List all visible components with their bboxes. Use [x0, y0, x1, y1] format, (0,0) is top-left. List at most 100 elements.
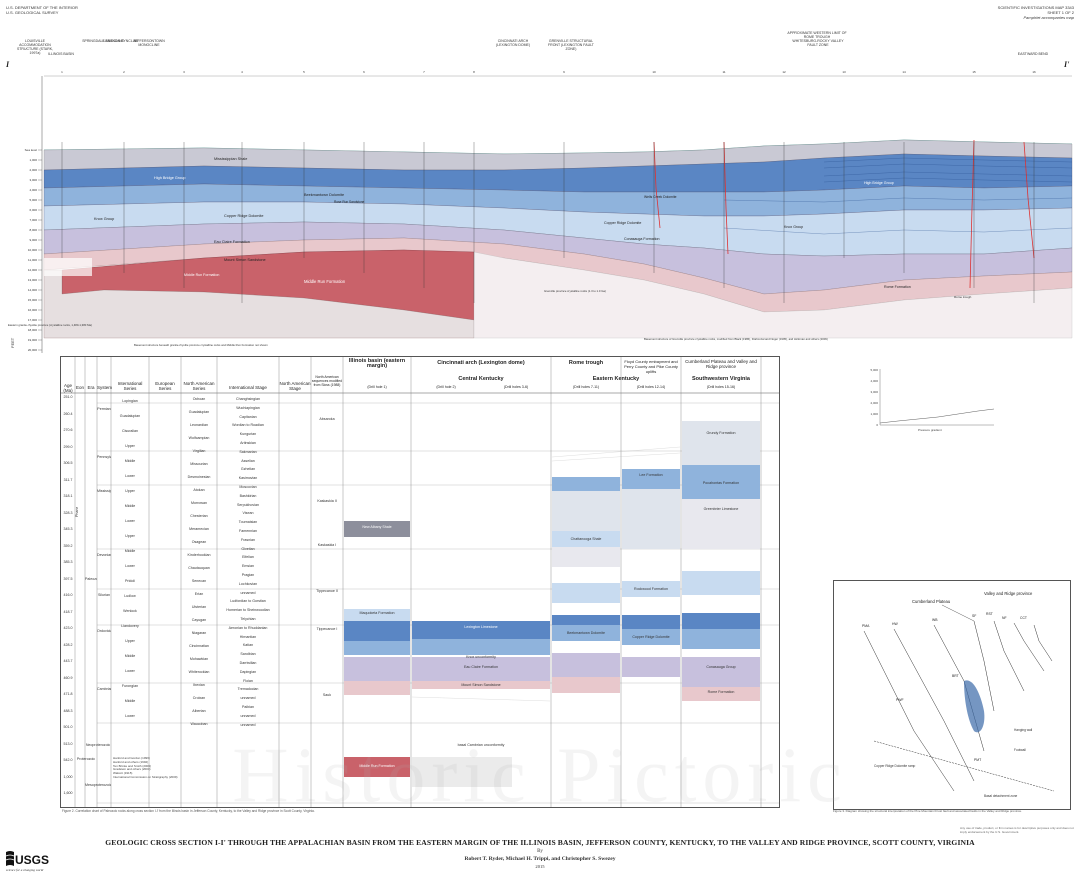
chart-footnotes: Hanford and Gordon (1996) Hanford and ot…	[113, 756, 213, 780]
eastward-bend-label: EASTWARD BEND	[1017, 52, 1049, 56]
age-value: 488.3	[63, 708, 73, 713]
strat-blocks	[344, 421, 760, 787]
age-value: 397.5	[63, 576, 73, 581]
inset-fault-label: NF	[1002, 616, 1007, 620]
note-rome-trough: Rome trough	[954, 295, 972, 299]
inset-fault-label: RST	[986, 612, 993, 616]
dh-cincinnati-b: (Drill holes 3-6)	[503, 385, 529, 389]
dh-cincinnati-a: (Drill hole 2)	[436, 385, 456, 389]
unit-chattanooga: Chattanooga Shale	[570, 537, 602, 541]
unit-maquoketa: Maquoketa Formation	[359, 611, 395, 615]
intl-stage-name: Emsian	[242, 564, 254, 569]
system-name: Pennsylvanian	[97, 455, 111, 459]
intl-stage-name: Wuchiapingian	[236, 405, 260, 410]
na-series-name: Meramecian	[189, 527, 209, 531]
col-european: European Series	[155, 381, 175, 391]
label-middle-run-left: Middle Run Formation	[184, 273, 219, 277]
intl-stage-name: Pragian	[241, 573, 255, 577]
depth-tick-label: 2,000	[29, 168, 37, 172]
footnote-3: Ten Brinke and Smith (2006)	[113, 763, 152, 768]
na-series-name: Waucoban	[190, 722, 208, 726]
mini-tick-label: 4,000	[870, 379, 878, 383]
well-label: 13	[842, 70, 846, 74]
intl-stage-name: Paibian	[242, 705, 254, 709]
age-value: 423.0	[63, 626, 73, 630]
na-series-name: Virgilian	[192, 449, 206, 453]
intl-stage-name: Wordian to Roadian	[232, 423, 264, 428]
correlation-chart: Age (Ma) Eon Era System International Se…	[60, 356, 780, 808]
na-series-name: Osagean	[191, 540, 207, 544]
region-cumberland: Cumberland Plateau and Valley and Ridge …	[685, 359, 757, 369]
label-copper-ridge: Copper Ridge Dolomite	[224, 214, 263, 218]
sheet-label: SHEET 1 OF 2	[1047, 10, 1074, 15]
footnote-6: International Commission on Stratigraphy…	[113, 774, 178, 779]
inset-fault-label: SF	[972, 614, 976, 618]
age-value: 1,000	[63, 774, 73, 779]
whitesburg-fault-label: WHITESBURG-ROCKY VALLEY FAULT ZONE	[792, 39, 844, 47]
unit-pocahontas: Pocahontas Formation	[702, 481, 740, 485]
col-na-stage: North American Stage	[279, 381, 311, 391]
age-value: 260.4	[63, 411, 73, 416]
inset-fault-label: BRT	[952, 674, 959, 678]
intl-stage-name: Telychian	[240, 617, 256, 621]
intl-series-name: Llandovery	[121, 624, 139, 628]
intl-stage-name: Famennian	[239, 529, 257, 533]
intl-stage-name: unnamed	[240, 590, 256, 595]
authors: Robert T. Ryder, Michael H. Trippi, and …	[464, 856, 616, 862]
correlation-chart-grid	[61, 357, 779, 807]
intl-stage-name: Floian	[243, 678, 253, 683]
age-value: 318.1	[63, 494, 73, 498]
intl-stage-name: Visean	[242, 511, 254, 516]
na-series-name: Cayugan	[191, 618, 207, 622]
figure-caption: Figure 2. Correlation chart of Paleozoic…	[62, 809, 315, 813]
depth-axis-unit: FEET	[10, 337, 15, 348]
intl-stage-name: Lochkovian	[238, 581, 258, 586]
geologic-cross-section: Sea level 1,000 2,000 3,000 4,000 5,000 6,000 7…	[8, 70, 1073, 353]
label-conasauga: Conasauga Formation	[624, 237, 660, 241]
sub-eastern-ky: Eastern Kentucky	[592, 376, 640, 382]
rome-trough-limit-label: APPROXIMATE WESTERN LIMIT OF ROME TROUGH	[787, 31, 847, 39]
na-series-name: Senecan	[191, 579, 207, 583]
intl-stage-name: Bashkirian	[239, 493, 257, 498]
louisville-label: LOUISVILLE ACCOMMODATION STRUCTURE (STAR…	[16, 39, 54, 55]
sequence-name: Absaroka	[319, 417, 335, 421]
depth-tick-label: 9,000	[29, 238, 37, 242]
publication-year: 2015	[535, 864, 545, 869]
na-series-name: Ibexian	[193, 683, 205, 687]
col-era: Era	[87, 385, 95, 390]
depth-tick-label: 3,000	[29, 178, 37, 182]
intl-series-name: Lower	[125, 564, 135, 568]
age-value: 251.0	[63, 395, 73, 399]
system-name: Cambrian	[97, 687, 111, 691]
system-name: Silurian	[98, 593, 110, 597]
na-series-name: Missourian	[190, 462, 208, 466]
note-basement-mid: Basement structure beneath granite-rhyol…	[134, 343, 268, 347]
intl-stage-name: Aeronian to Rhuddanian	[228, 625, 268, 630]
intl-stage-name: unnamed	[240, 722, 256, 727]
na-series-name: Albertan	[192, 709, 206, 713]
intl-stage-name: Tremadocian	[237, 687, 259, 692]
age-value: 460.9	[63, 675, 73, 680]
na-series-name: Desmoinesian	[187, 475, 211, 479]
usgs-wordmark: USGS	[15, 853, 49, 867]
na-series-name: Ulsterian	[191, 605, 207, 609]
label-knox: Knox Group	[94, 217, 114, 221]
inset-fault-label: PMA	[862, 624, 870, 628]
inset-caption: Figure 3. Diagram showing the structural…	[833, 809, 1023, 813]
depth-tick-label: 5,000	[29, 198, 37, 202]
intl-stage-name: Eifelian	[242, 555, 254, 560]
inset-hanging: Hanging wall	[1014, 728, 1033, 732]
mini-tick-label: 2,000	[870, 401, 878, 405]
unit-copper-ridge: Copper Ridge Dolomite	[632, 635, 670, 639]
age-value: 501.0	[63, 725, 73, 729]
label-rome: Rome Formation	[884, 285, 911, 289]
intl-stage-name: Darriwilian	[239, 661, 257, 665]
age-value: 418.7	[63, 609, 73, 614]
section-end-label: I'	[1064, 60, 1070, 69]
intl-stage-name: Asselian	[241, 458, 255, 463]
era-neoproterozoic: Neoproterozoic	[85, 743, 111, 747]
label-mount-simon: Mount Simon Sandstone	[224, 258, 266, 262]
sequence-name: Sauk	[322, 693, 332, 697]
proterozoic-label: Proterozoic	[76, 757, 96, 761]
na-series-name: Chautauquan	[188, 566, 210, 570]
